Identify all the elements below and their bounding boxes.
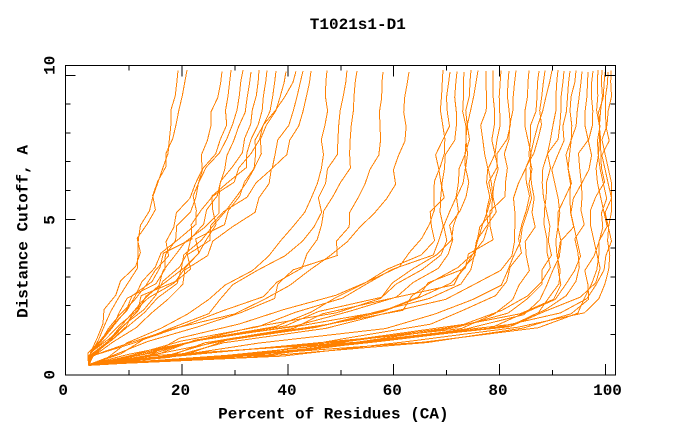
- svg-text:80: 80: [488, 382, 507, 400]
- svg-text:0: 0: [58, 382, 68, 400]
- svg-text:10: 10: [42, 56, 60, 75]
- svg-text:Distance Cutoff, A: Distance Cutoff, A: [15, 145, 33, 318]
- svg-text:100: 100: [593, 382, 622, 400]
- svg-text:20: 20: [171, 382, 190, 400]
- svg-text:T1021s1-D1: T1021s1-D1: [310, 16, 406, 34]
- svg-text:5: 5: [42, 215, 60, 225]
- svg-text:0: 0: [42, 370, 60, 380]
- svg-text:Percent of Residues (CA): Percent of Residues (CA): [218, 406, 448, 424]
- svg-text:60: 60: [383, 382, 402, 400]
- svg-text:40: 40: [277, 382, 296, 400]
